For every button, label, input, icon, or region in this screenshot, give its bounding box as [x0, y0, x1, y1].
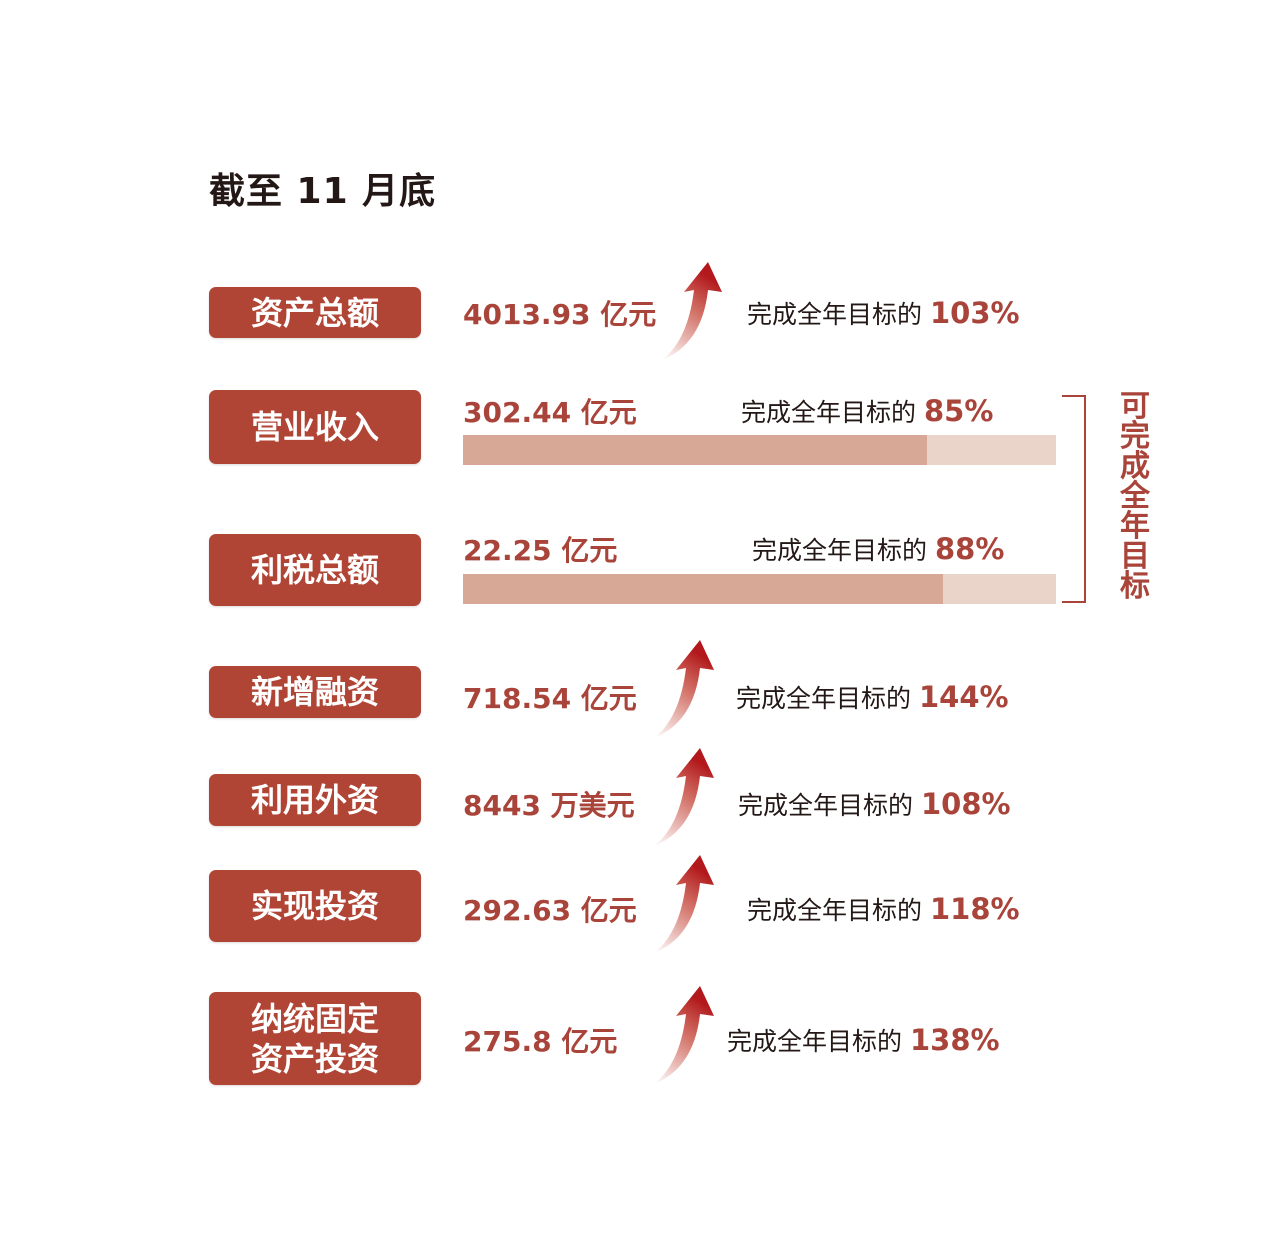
progress-fill: [463, 435, 927, 465]
up-arrow-icon: [654, 986, 714, 1084]
goal-pct: 88%: [934, 532, 1005, 566]
label-revenue: 营业收入: [209, 390, 421, 464]
goal-new-financing: 完成全年目标的 144%: [736, 679, 1009, 715]
goal-pct: 108%: [920, 787, 1011, 821]
value-profit-tax: 22.25 亿元: [463, 534, 618, 567]
label-profit-tax: 利税总额: [209, 534, 421, 606]
goal-pct: 144%: [918, 680, 1009, 714]
goal-pct: 138%: [909, 1023, 1000, 1057]
label-new-financing: 新增融资: [209, 666, 421, 718]
goal-revenue: 完成全年目标的 85%: [741, 393, 993, 429]
bracket: [1062, 395, 1086, 603]
up-arrow-icon: [654, 640, 714, 738]
goal-foreign-capital: 完成全年目标的 108%: [738, 786, 1011, 822]
label-total-assets: 资产总额: [209, 287, 421, 338]
goal-prefix: 完成全年目标的: [747, 300, 923, 329]
goal-pct: 103%: [929, 296, 1020, 330]
value-total-assets: 4013.93 亿元: [463, 298, 657, 331]
goal-prefix: 完成全年目标的: [752, 536, 928, 565]
goal-prefix: 完成全年目标的: [738, 791, 914, 820]
goal-pct: 85%: [923, 394, 994, 428]
up-arrow-icon: [654, 748, 714, 846]
value-revenue: 302.44 亿元: [463, 396, 637, 429]
goal-investment: 完成全年目标的 118%: [747, 891, 1020, 927]
goal-total-assets: 完成全年目标的 103%: [747, 295, 1020, 331]
label-investment: 实现投资: [209, 870, 421, 942]
progress-bar-revenue: [463, 435, 1056, 465]
progress-fill: [463, 574, 944, 604]
up-arrow-icon: [662, 262, 722, 360]
goal-prefix: 完成全年目标的: [747, 896, 923, 925]
page-title: 截至 11 月底: [209, 171, 437, 212]
label-foreign-capital: 利用外资: [209, 774, 421, 826]
goal-fixed-asset-investment: 完成全年目标的 138%: [727, 1022, 1000, 1058]
up-arrow-icon: [654, 855, 714, 953]
bracket-note: 可完成全年目标: [1120, 389, 1150, 604]
goal-profit-tax: 完成全年目标的 88%: [752, 531, 1004, 567]
label-line: 纳统固定: [250, 999, 379, 1038]
goal-prefix: 完成全年目标的: [727, 1027, 903, 1056]
value-new-financing: 718.54 亿元: [463, 682, 637, 715]
goal-prefix: 完成全年目标的: [736, 684, 912, 713]
label-line: 资产投资: [250, 1039, 379, 1078]
value-fixed-asset-investment: 275.8 亿元: [463, 1025, 618, 1058]
goal-pct: 118%: [929, 892, 1020, 926]
value-investment: 292.63 亿元: [463, 894, 637, 927]
progress-bar-profit-tax: [463, 574, 1056, 604]
goal-prefix: 完成全年目标的: [741, 398, 917, 427]
label-fixed-asset-investment: 纳统固定 资产投资: [209, 992, 421, 1085]
value-foreign-capital: 8443 万美元: [463, 789, 635, 822]
